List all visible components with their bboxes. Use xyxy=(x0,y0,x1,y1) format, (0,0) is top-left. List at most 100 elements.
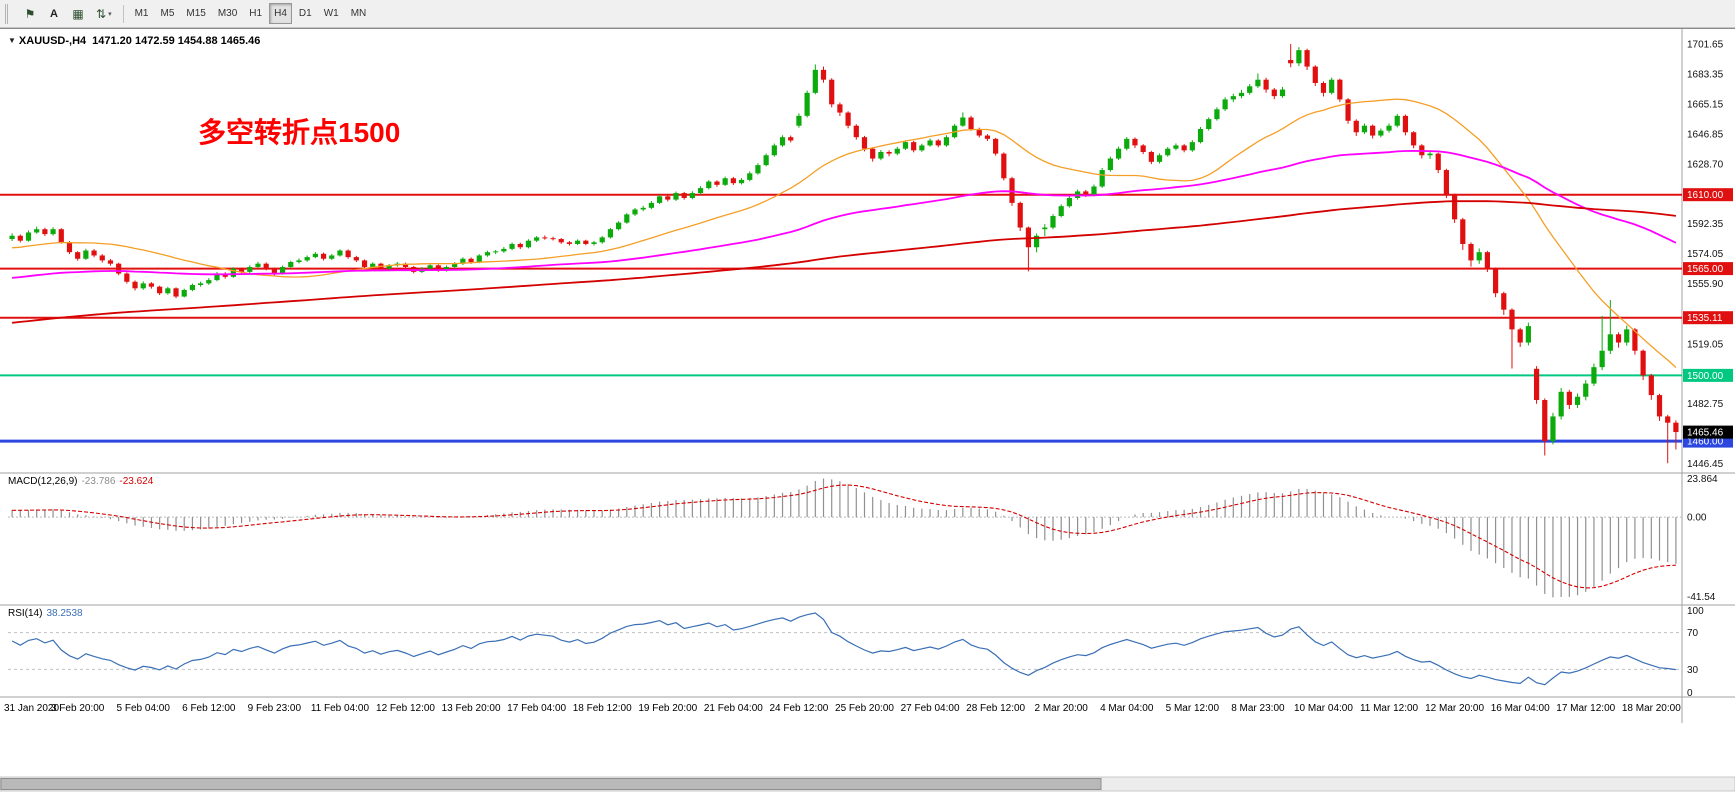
time-label: 4 Mar 04:00 xyxy=(1100,703,1154,714)
flag-button[interactable]: ⚑ xyxy=(19,3,41,24)
candle-body xyxy=(927,140,933,146)
symbol-dropdown-icon[interactable]: ▼ xyxy=(8,36,16,45)
time-label: 5 Feb 04:00 xyxy=(117,703,171,714)
current-price-badge-label: 1465.46 xyxy=(1687,428,1724,439)
arrange-charts-button[interactable]: ⇅ ▾ xyxy=(91,3,117,24)
candle-body xyxy=(1607,334,1613,351)
timeframe-button-H1[interactable]: H1 xyxy=(249,8,263,19)
candle-body xyxy=(616,222,622,230)
candle-body xyxy=(1132,138,1138,146)
candle-body xyxy=(673,193,679,200)
candle-body xyxy=(935,140,941,146)
candle-body xyxy=(66,242,73,253)
candle-body xyxy=(820,69,827,80)
toolbar: ⚑ A ▦ ⇅ ▾ M1 M5 M15 M30 H1 H4 D1 W1 MN xyxy=(0,0,1735,28)
candle-body xyxy=(1361,125,1368,133)
candle-body xyxy=(58,229,64,243)
time-label: 18 Mar 20:00 xyxy=(1622,703,1681,714)
macd-histogram xyxy=(11,478,1677,598)
moving-average-24 xyxy=(12,98,1677,368)
arrange-charts-icon: ⇅ xyxy=(96,6,107,21)
chart-window[interactable]: 1701.65 1683.35 1665.15 1646.85 1628.70 1592.… xyxy=(0,28,1735,795)
candle-body xyxy=(1099,170,1105,187)
candle-body xyxy=(1288,59,1294,64)
time-label: 17 Mar 12:00 xyxy=(1556,703,1615,714)
candle-body xyxy=(599,237,605,243)
candle-body xyxy=(337,250,343,256)
hscrollbar-thumb[interactable] xyxy=(0,778,1102,790)
candle-body xyxy=(1230,96,1236,100)
time-label: 12 Feb 12:00 xyxy=(376,703,435,714)
text-tool-icon: A xyxy=(50,7,58,20)
text-tool-button[interactable]: A xyxy=(43,3,65,24)
candle-body xyxy=(1615,334,1622,343)
candle-body xyxy=(968,117,974,129)
timeframe-button-H4[interactable]: H4 xyxy=(269,3,292,24)
macd-indicator-label: MACD(12,26,9) -23.786 -23.624 xyxy=(8,476,153,487)
candle-body xyxy=(1517,329,1523,343)
candle-body xyxy=(1337,79,1343,100)
price-tick: 1519.05 xyxy=(1687,340,1724,351)
time-label: 19 Feb 20:00 xyxy=(638,703,697,714)
toolbar-grip-handle[interactable] xyxy=(5,3,12,24)
candle-body xyxy=(1542,400,1548,442)
candle-body xyxy=(1353,120,1359,133)
candle-body xyxy=(894,148,900,154)
candle-body xyxy=(42,229,48,235)
candle-body xyxy=(1591,367,1597,384)
candle-body xyxy=(1247,86,1253,93)
candle-body xyxy=(1091,186,1097,195)
candle-body xyxy=(50,229,56,235)
candle-body xyxy=(460,258,466,264)
timeframe-button-M15[interactable]: M15 xyxy=(186,8,206,19)
candle-body xyxy=(1214,109,1220,120)
candle-body xyxy=(1296,50,1302,64)
chart-window-button[interactable]: ▦ xyxy=(67,3,89,24)
timeframe-button-MN[interactable]: MN xyxy=(350,8,367,19)
chart-canvas[interactable]: 1701.65 1683.35 1665.15 1646.85 1628.70 1592.… xyxy=(0,29,1735,795)
candle-body xyxy=(550,238,556,240)
candle-body xyxy=(1148,151,1154,162)
timeframe-button-D1[interactable]: D1 xyxy=(298,8,312,19)
candle-body xyxy=(1656,395,1663,417)
chart-window-icon: ▦ xyxy=(72,6,84,21)
symbol-title: XAUUSD-,H4 xyxy=(18,35,87,47)
candle-body xyxy=(452,263,458,267)
candle-body xyxy=(861,137,868,149)
candle-body xyxy=(1066,197,1072,207)
timeframe-button-M5[interactable]: M5 xyxy=(160,8,175,19)
candle-body xyxy=(157,286,163,294)
rsi-name: RSI(14) xyxy=(8,608,43,619)
timeframe-button-M30[interactable]: M30 xyxy=(217,8,238,19)
candle-body xyxy=(1574,396,1581,405)
timeframe-button-W1[interactable]: W1 xyxy=(323,8,339,19)
chart-annotation-text[interactable]: 多空转折点1500 xyxy=(198,117,401,148)
candle-body xyxy=(296,260,302,263)
candle-body xyxy=(1435,153,1441,171)
price-tick: 1555.90 xyxy=(1687,279,1724,290)
time-label: 6 Feb 12:00 xyxy=(182,703,236,714)
candle-body xyxy=(148,283,155,287)
level-1500.00-badge-label: 1500.00 xyxy=(1687,371,1724,382)
candle-body xyxy=(140,283,146,289)
price-tick: 1592.35 xyxy=(1687,219,1724,230)
candle-body xyxy=(829,79,835,105)
candle-body xyxy=(984,135,991,139)
candle-body xyxy=(1140,145,1146,152)
candle-body xyxy=(788,137,794,141)
candle-body xyxy=(1665,416,1671,423)
candle-body xyxy=(1345,99,1351,121)
timeframe-button-M1[interactable]: M1 xyxy=(134,8,149,19)
candle-body xyxy=(91,250,97,256)
candle-body xyxy=(1394,115,1400,126)
level-1535.11-badge xyxy=(1683,311,1733,325)
candle-body xyxy=(329,255,335,259)
candle-body xyxy=(976,128,982,136)
candle-body xyxy=(1042,227,1048,230)
toolbar-separator xyxy=(122,4,124,23)
candle-body xyxy=(1550,416,1556,442)
candle-body xyxy=(132,281,138,289)
current-price-badge xyxy=(1683,425,1733,439)
time-label: 13 Feb 20:00 xyxy=(442,703,501,714)
